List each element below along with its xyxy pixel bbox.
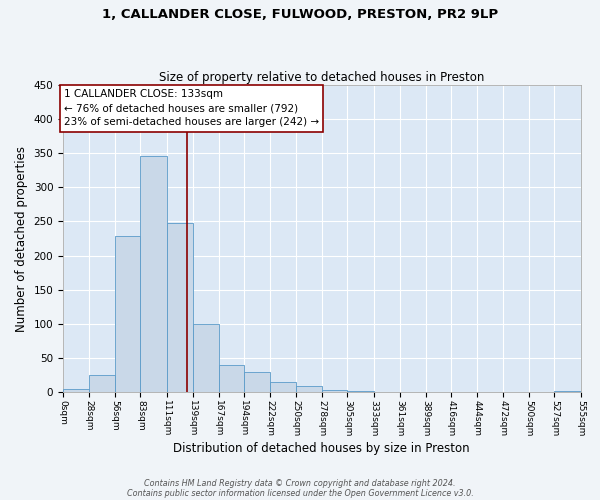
Bar [140,156,167,392]
Bar [63,389,89,392]
Bar [322,390,347,392]
Bar [219,365,244,392]
Bar [89,376,115,392]
Text: 1, CALLANDER CLOSE, FULWOOD, PRESTON, PR2 9LP: 1, CALLANDER CLOSE, FULWOOD, PRESTON, PR… [102,8,498,20]
Bar [347,391,374,392]
Bar [554,391,581,392]
Y-axis label: Number of detached properties: Number of detached properties [15,146,28,332]
Title: Size of property relative to detached houses in Preston: Size of property relative to detached ho… [159,70,484,84]
Text: 1 CALLANDER CLOSE: 133sqm
← 76% of detached houses are smaller (792)
23% of semi: 1 CALLANDER CLOSE: 133sqm ← 76% of detac… [64,90,319,128]
Bar [270,382,296,392]
X-axis label: Distribution of detached houses by size in Preston: Distribution of detached houses by size … [173,442,470,455]
Bar [193,324,219,392]
Bar [167,223,193,392]
Bar [244,372,270,392]
Bar [296,386,322,392]
Bar [115,236,140,392]
Text: Contains HM Land Registry data © Crown copyright and database right 2024.
Contai: Contains HM Land Registry data © Crown c… [127,479,473,498]
